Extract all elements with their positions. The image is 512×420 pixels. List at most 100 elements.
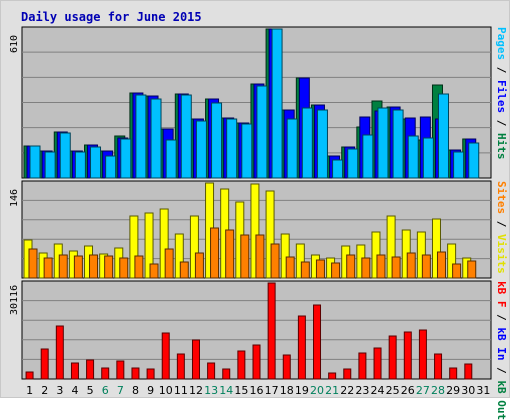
kbytes-bar-kb-f-day-7 (116, 360, 125, 380)
visits-bar-sites-day-28 (436, 251, 446, 279)
kbytes-bar-kb-f-day-15 (237, 350, 246, 380)
bottom-legend-segment-1: / (495, 307, 508, 328)
hits-bar-pages-day-25 (392, 109, 404, 179)
top-legend-segment-0: Pages (495, 27, 508, 61)
hits-bar-pages-day-24 (377, 107, 389, 179)
visits-bar-sites-day-22 (346, 254, 356, 279)
day-label-7: 7 (117, 384, 124, 397)
hits-bar-pages-day-23 (362, 134, 374, 179)
day-label-29: 29 (446, 384, 460, 397)
kbytes-bar-kb-f-day-25 (388, 335, 397, 380)
kbytes-bar-kb-f-day-10 (161, 332, 170, 380)
kbytes-bar-kb-f-day-22 (343, 368, 352, 380)
hits-bar-pages-day-21 (332, 159, 344, 179)
visits-bar-sites-day-19 (300, 261, 310, 279)
day-label-4: 4 (71, 384, 78, 397)
hits-bar-pages-day-30 (468, 142, 480, 179)
visits-bar-sites-day-8 (134, 255, 144, 279)
day-label-21: 21 (325, 384, 339, 397)
middle-legend-segment-0: Sites (495, 181, 508, 215)
kbytes-bar-kb-f-day-29 (449, 367, 458, 380)
visits-bar-visits-day-10 (159, 208, 169, 279)
visits-bar-sites-day-12 (194, 252, 204, 279)
visits-bar-sites-day-26 (406, 252, 416, 279)
hits-bar-pages-day-8 (135, 94, 147, 179)
hits-bar-pages-day-16 (256, 85, 268, 179)
kbytes-bar-kb-f-day-18 (282, 354, 291, 380)
hits-bar-pages-day-3 (59, 132, 71, 179)
visits-bar-sites-day-24 (376, 254, 386, 279)
visits-bar-sites-day-3 (58, 254, 68, 279)
day-label-1: 1 (26, 384, 33, 397)
visits-bar-sites-day-7 (119, 257, 129, 279)
day-label-27: 27 (416, 384, 430, 397)
day-label-2: 2 (41, 384, 48, 397)
hits-bar-pages-day-2 (44, 151, 56, 179)
hits-bar-pages-day-7 (120, 138, 132, 179)
kbytes-bar-kb-f-day-9 (146, 368, 155, 380)
kbytes-bar-kb-f-day-27 (418, 329, 427, 380)
day-label-16: 16 (250, 384, 264, 397)
kbytes-bar-kb-f-day-17 (267, 282, 276, 380)
visits-bar-sites-day-16 (255, 234, 265, 279)
day-label-30: 30 (461, 384, 475, 397)
chart-title: Daily usage for June 2015 (21, 10, 202, 24)
day-label-13: 13 (204, 384, 218, 397)
bottom-legend-segment-0: kB F (495, 281, 508, 308)
visits-bar-sites-day-18 (285, 256, 295, 279)
kbytes-bar-kb-f-day-1 (25, 371, 34, 380)
visits-bar-visits-day-8 (129, 215, 139, 279)
hits-bar-pages-day-13 (211, 102, 223, 179)
kbytes-bar-kb-f-day-11 (176, 353, 185, 380)
day-label-22: 22 (340, 384, 354, 397)
kbytes-bar-kb-f-day-28 (434, 353, 443, 380)
top-legend-segment-3: / (495, 113, 508, 133)
visits-bar-sites-day-6 (104, 255, 114, 279)
visits-bar-visits-day-16 (250, 183, 260, 279)
kbytes-bar-kb-f-day-12 (191, 339, 200, 380)
kbytes-bar-kb-f-day-5 (86, 359, 95, 380)
hits-bar-pages-day-6 (105, 155, 117, 179)
hits-bar-pages-day-20 (316, 109, 328, 179)
hits-bar-pages-day-27 (422, 137, 434, 179)
hits-bar-pages-day-29 (453, 151, 465, 179)
day-label-14: 14 (219, 384, 233, 397)
visits-bar-sites-day-21 (331, 262, 341, 279)
kbytes-bar-kb-f-day-14 (222, 368, 231, 380)
visits-bar-sites-day-1 (28, 248, 38, 279)
bottom-legend-segment-3: / (495, 360, 508, 381)
middle-legend-segment-1: / (495, 214, 508, 234)
visits-bar-sites-day-15 (240, 234, 250, 279)
hits-bar-pages-day-18 (286, 118, 298, 179)
visits-bar-visits-day-29 (447, 243, 457, 279)
visits-bar-sites-day-29 (452, 263, 462, 279)
hits-bar-pages-day-12 (195, 120, 207, 179)
visits-bar-sites-day-10 (164, 248, 174, 279)
kbytes-bar-kb-f-day-26 (403, 331, 412, 380)
kbytes-bar-kb-f-day-3 (55, 325, 64, 380)
kbytes-bar-kb-f-day-13 (207, 362, 216, 380)
kbytes-bar-kb-f-day-21 (328, 372, 337, 380)
kbytes-bar-kb-f-day-8 (131, 367, 140, 380)
day-label-3: 3 (56, 384, 63, 397)
kbytes-bar-kb-f-day-19 (297, 315, 306, 380)
visits-bar-visits-day-12 (189, 215, 199, 279)
visits-bar-sites-day-9 (149, 263, 159, 279)
visits-bar-visits-day-11 (174, 233, 184, 279)
visits-bar-sites-day-4 (73, 255, 83, 279)
hits-bar-pages-day-9 (150, 98, 162, 179)
kbytes-bar-kb-f-day-6 (101, 367, 110, 380)
day-label-18: 18 (280, 384, 294, 397)
hits-bar-pages-day-22 (347, 148, 359, 179)
day-label-6: 6 (102, 384, 109, 397)
kbytes-bar-kb-f-day-2 (40, 348, 49, 380)
visits-bar-visits-day-17 (265, 190, 275, 279)
daily-usage-chart: 1 2 3 4 5 6 7 8 9 10 11 12 13 14 15 16 17 18 19 20 21 22 23 24 2… (21, 26, 492, 397)
day-label-9: 9 (147, 384, 154, 397)
day-label-26: 26 (401, 384, 415, 397)
hits-bar-pages-day-5 (90, 146, 102, 179)
visits-bar-visits-day-18 (280, 233, 290, 279)
top-legend-segment-4: Hits (495, 133, 508, 160)
bottom-legend-segment-2: kB In (495, 327, 508, 361)
